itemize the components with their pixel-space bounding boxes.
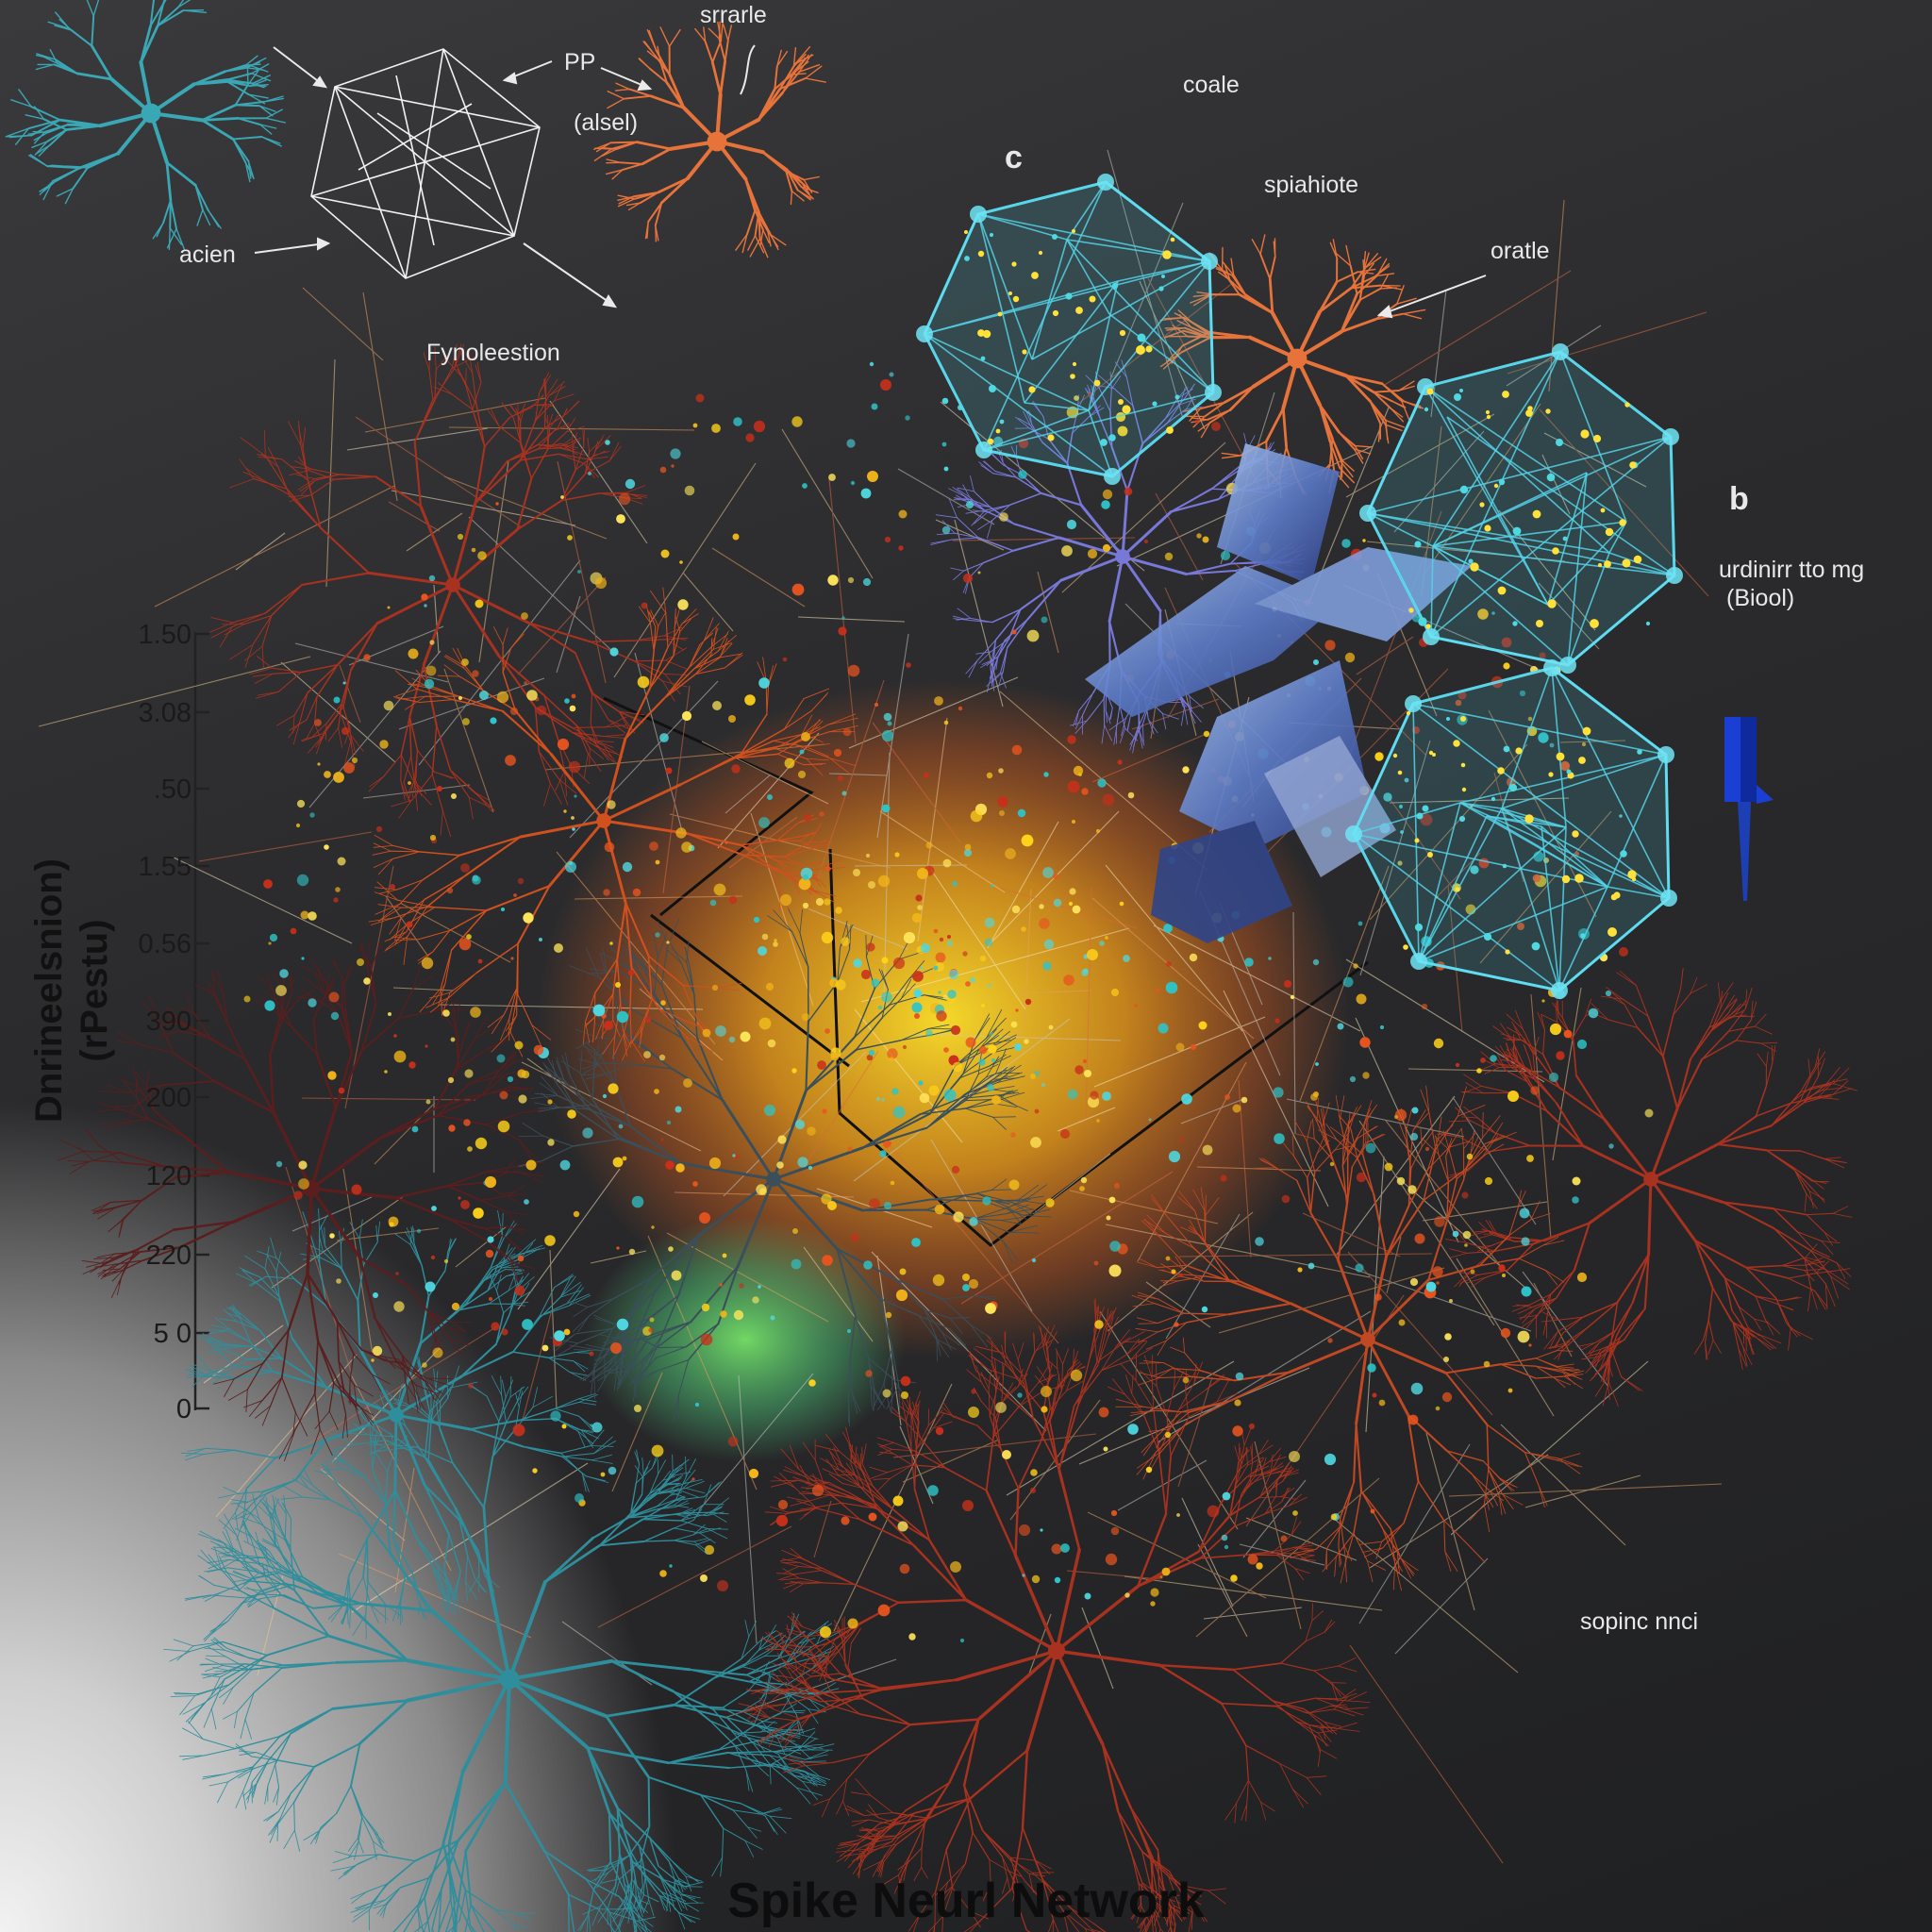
crystal-structure [1085,443,1472,943]
orange-neuron-top [593,21,826,258]
figure-title: Spike Neurl Network [727,1874,1205,1928]
y-tick-label: 5 0 [153,1319,192,1349]
y-tick-label: 0 [175,1394,192,1424]
y-tick-label: 120 [145,1161,192,1191]
y-tick-label: .50 [153,774,192,805]
y-axis [193,632,209,1410]
polyhedra-meshes [916,174,1683,999]
label-b-desc-1: urdinirr tto mg [1719,557,1865,583]
label-sopinc: sopinc nnci [1580,1608,1699,1635]
orange-neuron-center-left [368,587,858,1062]
probe-electrode [1724,717,1774,901]
orange-neuron-right [1159,234,1426,498]
teal-neuron-top-left [5,0,287,251]
wireframe-polyhedron [310,48,541,279]
y-tick-label: 390 [145,1007,192,1037]
polyhedron-b-upper [1359,343,1683,674]
violet-neuron [930,359,1315,754]
label-pp: PP [564,49,596,75]
y-axis-label-line2: (rPestu) [74,919,115,1062]
y-tick-label: 0.56 [138,929,192,959]
y-tick-label: 1.55 [138,852,192,882]
polyhedron-b-lower [1345,659,1677,999]
label-b-desc-2: (Biool) [1726,585,1795,611]
dendrite-branches [5,0,1857,1932]
annotation-arrows [254,44,1487,319]
panel-label-c: c [1005,140,1023,175]
label-srrarle: srrarle [700,2,767,28]
polyhedron-c [916,174,1222,485]
y-tick-label: 1.50 [138,620,192,650]
y-axis-label: Dnrineelsnion) (rPestu) [26,774,117,1208]
y-tick-label: 220 [145,1241,192,1271]
red-neuron-upper-left [209,343,689,838]
label-acien: acien [179,242,236,268]
orange-red-neuron-lower-right [1115,1085,1585,1591]
label-alsel: (alsel) [574,109,639,136]
y-tick-label: 3.08 [138,698,192,728]
label-coale: coale [1183,72,1240,98]
y-axis-label-line1: Dnrineelsnion) [28,858,70,1124]
panel-label-b: b [1729,481,1749,517]
label-fynolestion: Fynoleestion [426,340,560,366]
y-tick-label: 200 [145,1083,192,1113]
label-spiahiote: spiahiote [1264,172,1359,198]
label-oratle: oratle [1491,238,1550,264]
dark-neuron-left [58,940,549,1462]
red-neuron-right [1436,967,1857,1407]
red-neuron-bottom [738,1298,1371,1932]
